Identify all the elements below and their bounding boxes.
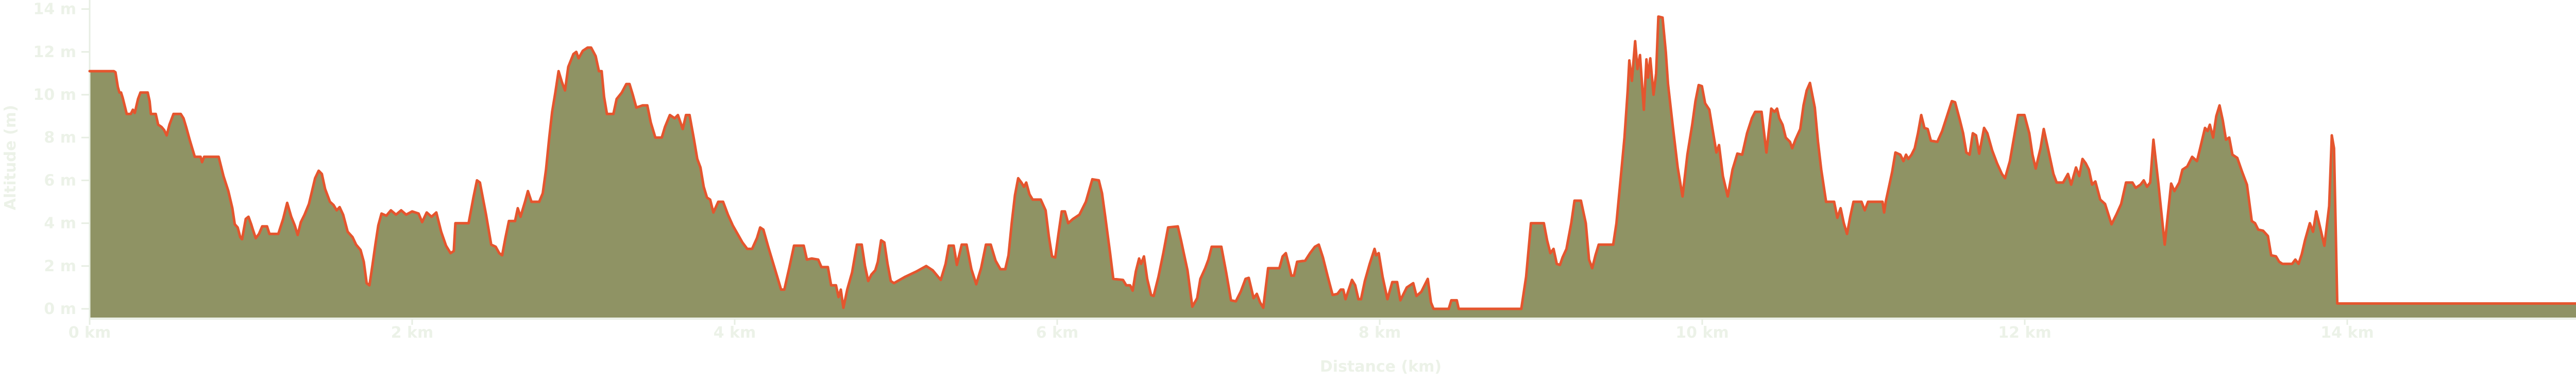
y-tick-label: 2 m — [44, 257, 76, 275]
x-axis-title: Distance (km) — [1320, 358, 1442, 376]
y-tick-label: 12 m — [33, 43, 76, 61]
x-tick-label: 12 km — [1998, 324, 2051, 342]
x-tick-label: 2 km — [391, 324, 434, 342]
x-tick-label: 10 km — [1675, 324, 1728, 342]
elevation-area — [90, 16, 2576, 318]
y-tick-label: 14 m — [33, 1, 76, 19]
x-tick-label: 4 km — [714, 324, 756, 342]
elevation-line-path — [88, 15, 2576, 310]
y-tick-label: 10 m — [33, 86, 76, 104]
y-tick-label: 8 m — [44, 129, 76, 147]
x-tick-label: 0 km — [69, 324, 111, 342]
elevation-area-fill — [90, 16, 2576, 318]
chart-axes — [89, 0, 2576, 323]
y-tick-label: 6 m — [44, 171, 76, 189]
x-tick-label: 6 km — [1036, 324, 1079, 342]
elevation-line — [88, 15, 2576, 310]
y-tick-label: 4 m — [44, 215, 76, 233]
y-axis-title: Altitude (m) — [2, 105, 20, 211]
x-tick-label: 8 km — [1359, 324, 1401, 342]
y-tick-label: 0 m — [44, 300, 76, 318]
x-tick-label: 14 km — [2320, 324, 2374, 342]
